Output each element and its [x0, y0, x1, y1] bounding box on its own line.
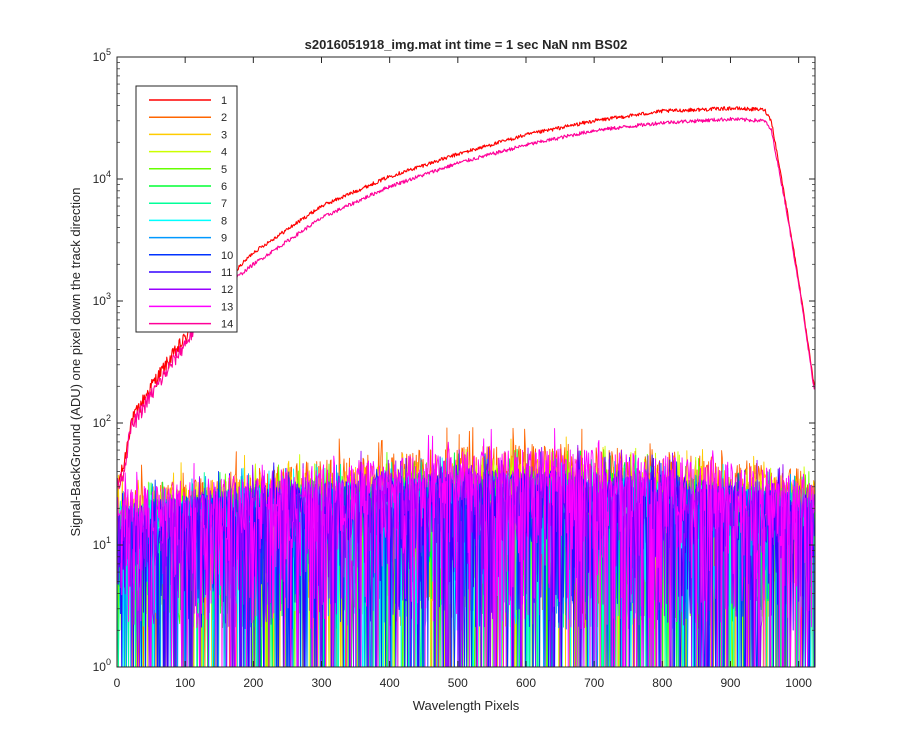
- x-tick-label: 400: [380, 676, 400, 690]
- chart-title: s2016051918_img.mat int time = 1 sec NaN…: [305, 37, 628, 52]
- y-tick-label: 104: [93, 169, 111, 186]
- legend-label-1: 1: [221, 95, 227, 107]
- x-tick-label: 800: [652, 676, 672, 690]
- legend-label-7: 7: [221, 198, 227, 210]
- legend-label-11: 11: [221, 267, 232, 279]
- series-layer: [117, 106, 815, 667]
- legend-label-2: 2: [221, 112, 227, 124]
- y-tick-label: 101: [93, 535, 111, 552]
- legend-label-13: 13: [221, 301, 233, 313]
- legend-label-10: 10: [221, 250, 233, 262]
- y-tick-label: 102: [93, 413, 111, 430]
- legend-label-4: 4: [221, 147, 227, 159]
- x-tick-label: 500: [448, 676, 468, 690]
- x-tick-label: 900: [720, 676, 740, 690]
- x-tick-label: 100: [175, 676, 195, 690]
- x-tick-label: 600: [516, 676, 536, 690]
- legend-label-8: 8: [221, 215, 227, 227]
- legend-label-12: 12: [221, 284, 233, 296]
- legend-label-3: 3: [221, 129, 227, 141]
- x-axis-label: Wavelength Pixels: [413, 698, 520, 713]
- legend-box: [135, 85, 238, 333]
- y-tick-label: 100: [93, 657, 111, 674]
- series-line-13: [117, 428, 815, 667]
- legend-label-9: 9: [221, 233, 227, 245]
- y-axis-label: Signal-BackGround (ADU) one pixel down t…: [68, 187, 83, 536]
- x-tick-label: 0: [114, 676, 121, 690]
- y-tick-label: 103: [93, 291, 111, 308]
- tick-layer: 0 100 200 300 400 500 600 700 800 900 100010010110…: [93, 47, 815, 690]
- x-tick-label: 200: [243, 676, 263, 690]
- legend-label-5: 5: [221, 164, 227, 176]
- axes-frame: [116, 56, 816, 668]
- x-tick-label: 700: [584, 676, 604, 690]
- legend-label-14: 14: [221, 319, 233, 331]
- x-tick-label: 1000: [785, 676, 812, 690]
- y-tick-label: 105: [93, 47, 111, 64]
- x-tick-label: 300: [311, 676, 331, 690]
- legend-label-6: 6: [221, 181, 227, 193]
